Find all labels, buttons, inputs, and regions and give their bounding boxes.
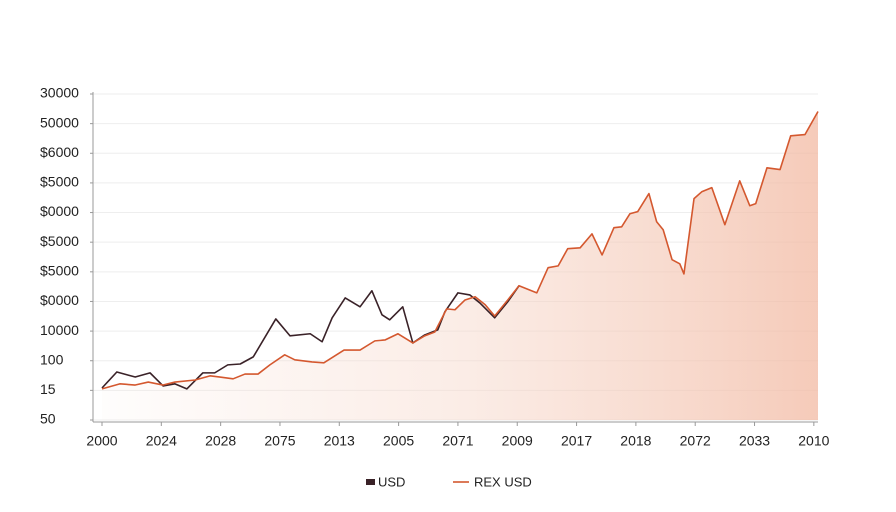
x-tick-label: 2009 [502,433,533,449]
y-tick-label: $5000 [40,233,79,249]
y-tick-label: $6000 [40,144,79,160]
x-tick-label: 2072 [680,433,711,449]
x-tick-label: 2000 [86,433,117,449]
y-tick-label: $5000 [40,263,79,279]
y-tick-label: $5000 [40,174,79,190]
y-tick-label: 10000 [40,322,79,338]
y-tick-label: 50000 [40,114,79,130]
legend-label: REX USD [474,474,532,489]
x-tick-label: 2013 [324,433,355,449]
x-tick-label: 2018 [620,433,651,449]
line-series [101,285,520,390]
y-tick-label: $0000 [40,203,79,219]
x-tick-label: 2017 [561,433,592,449]
line-series [101,111,819,390]
y-tick-label: 15 [40,381,56,397]
y-tick-label: 50 [40,411,56,427]
x-tick-label: 2071 [442,433,473,449]
plot-area: 50 15 100 10000 $0000 $5000 $5000 $0000 $5000 $60… [40,85,830,490]
x-tick-label: 2005 [383,433,414,449]
y-tick-label: 100 [40,351,64,367]
x-tick-label: 2033 [739,433,770,449]
legend-label: USD [378,474,405,489]
y-tick-label: $0000 [40,292,79,308]
x-tick-label: 2024 [146,433,177,449]
y-tick-label: 30000 [40,85,79,101]
x-tick-label: 2028 [205,433,236,449]
x-tick-label: 2075 [264,433,295,449]
legend-swatch [366,479,375,485]
area-fill [102,111,818,420]
x-tick-label: 2010 [798,433,829,449]
